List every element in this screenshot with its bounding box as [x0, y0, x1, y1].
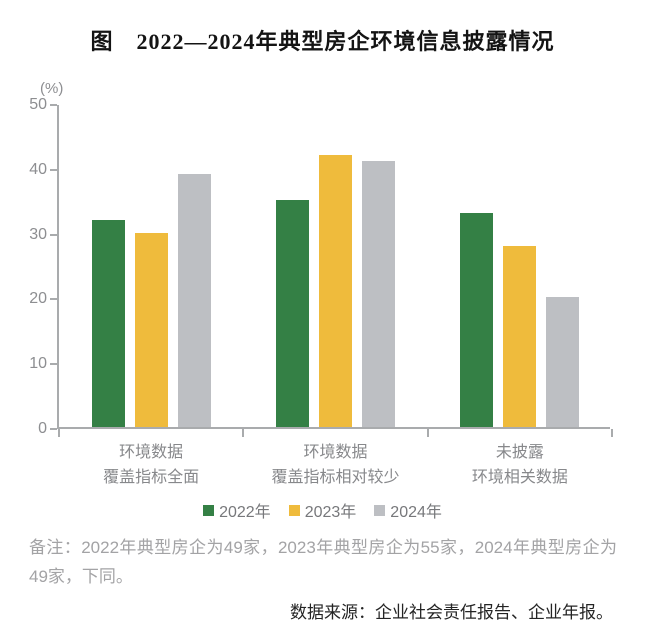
- y-axis-label-0: 0: [38, 420, 47, 437]
- x-axis-category-label-3: 未披露 环境相关数据: [471, 444, 568, 486]
- x-axis-category-label-2: 环境数据 覆盖指标相对较少: [271, 444, 400, 486]
- plot-area: 0 10 20 30 40 50 环境数据 覆盖指标全面 环境数据 覆盖指标相对较少 未披露 环…: [29, 96, 613, 486]
- x-axis-tick-0: [58, 429, 60, 437]
- legend-item-2022年: 2022年: [203, 498, 271, 522]
- bar-2022年-category-1: [91, 219, 125, 427]
- figure-note: 备注：2022年典型房企为49家，2023年典型房企为55家，2024年典型房企…: [29, 538, 617, 587]
- y-axis-tick-10: [50, 363, 57, 366]
- y-axis-tick-50: [50, 104, 57, 106]
- data-source: 数据来源：企业社会责任报告、企业年报。: [290, 603, 613, 622]
- bar-2024年-category-2: [362, 161, 395, 427]
- y-axis-label-10: 10: [29, 355, 47, 373]
- bar-2024年-category-1: [177, 174, 211, 427]
- chart-title: 图 2022—2024年典型房企环境信息披露情况: [90, 29, 555, 54]
- y-axis-tick-40: [50, 168, 57, 171]
- legend-swatch-icon: [203, 504, 215, 516]
- x-axis-tick-3: [611, 429, 613, 437]
- bar-2023年-category-3: [503, 245, 537, 427]
- y-axis-tick-30: [50, 233, 57, 236]
- bar-2023年-category-1: [134, 232, 168, 427]
- bar-2022年-category-3: [460, 213, 494, 427]
- y-axis-unit-label: (%): [40, 80, 64, 97]
- legend-label: 2022年: [219, 504, 271, 521]
- legend-swatch-icon: [374, 504, 386, 516]
- legend-label: 2024年: [390, 504, 442, 521]
- y-axis-tick-20: [50, 298, 57, 301]
- y-axis-label-40: 40: [29, 160, 47, 178]
- legend-item-2024年: 2024年: [374, 498, 442, 522]
- legend: 2022年 2023年 2024年: [0, 498, 645, 522]
- y-axis-label-20: 20: [29, 290, 47, 308]
- legend-item-2023年: 2023年: [288, 498, 357, 522]
- y-axis-label-50: 50: [29, 96, 47, 113]
- y-axis-tick-0: [50, 428, 57, 430]
- y-axis-label-30: 30: [29, 225, 47, 243]
- legend-label: 2023年: [304, 504, 357, 521]
- bar-2024年-category-3: [546, 297, 580, 427]
- x-axis-tick-1: [242, 429, 245, 437]
- x-axis-tick-2: [426, 429, 429, 437]
- x-axis-category-label-1: 环境数据 覆盖指标全面: [103, 444, 200, 486]
- bar-2022年-category-2: [276, 200, 309, 427]
- bar-2023年-category-2: [319, 154, 352, 427]
- legend-swatch-icon: [288, 504, 300, 516]
